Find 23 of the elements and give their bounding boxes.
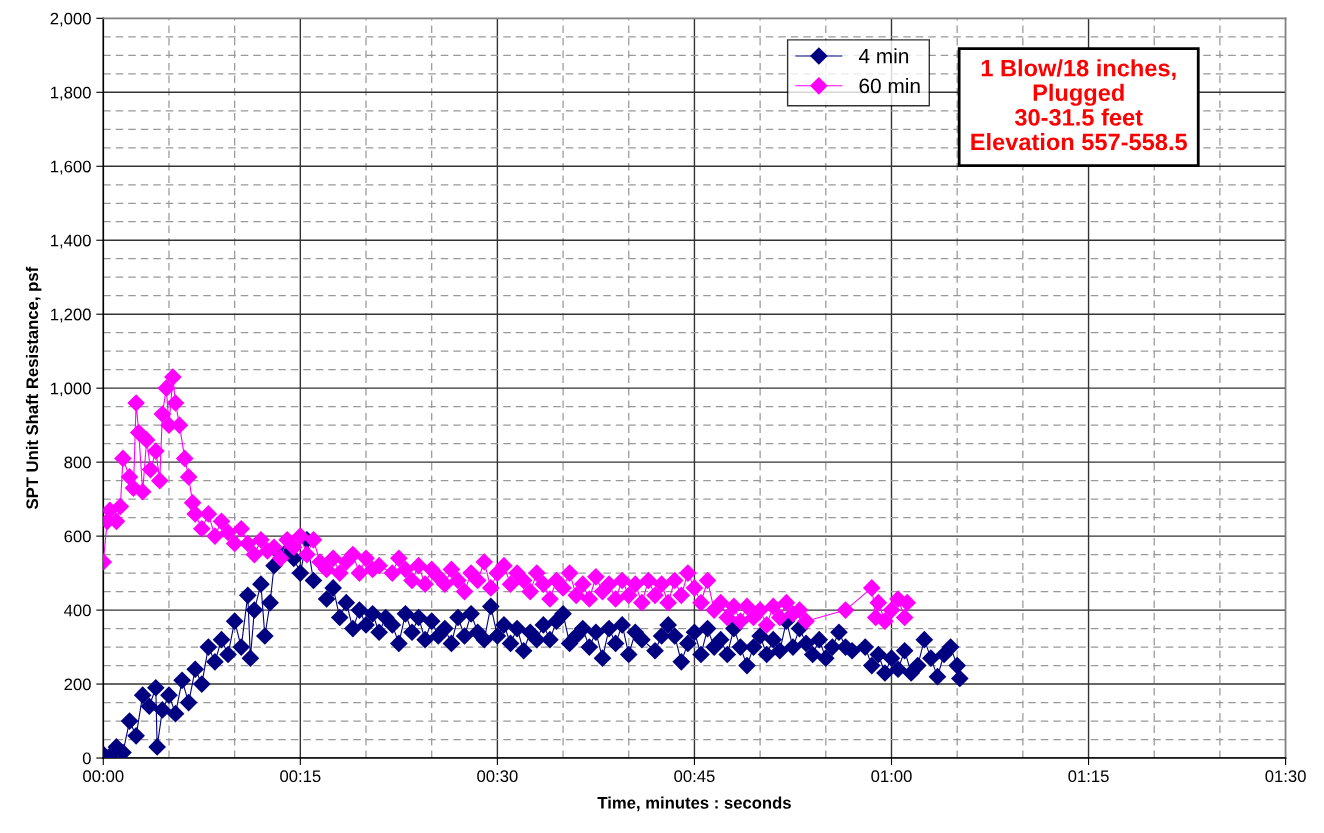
y-tick-label: 1,000 <box>51 382 91 397</box>
y-tick-label: 2,000 <box>50 12 91 27</box>
y-tick-label: 200 <box>64 678 91 691</box>
y-axis-title: SPT Unit Shaft Resistance, psf <box>25 266 42 510</box>
x-tick-label: 00:15 <box>280 770 321 783</box>
y-tick-label: 0 <box>82 752 91 765</box>
x-tick-label: 01:30 <box>1265 770 1306 783</box>
y-tick-label: 1,400 <box>51 234 91 249</box>
x-tick-label: 00:30 <box>477 770 518 783</box>
y-tick-label: 1,800 <box>51 86 91 101</box>
annotation: 1 Blow/18 inches, Plugged 30-31.5 feet Elevation 557-558.5 <box>971 59 1187 151</box>
x-axis-title: Time, minutes : seconds <box>597 796 791 812</box>
y-tick-label: 1,200 <box>51 308 91 323</box>
y-tick-label: 1,600 <box>51 160 91 175</box>
y-tick-label: 400 <box>64 604 91 617</box>
x-tick-label: 01:15 <box>1068 770 1109 783</box>
legend-label: 60 min <box>859 78 920 94</box>
x-tick-label: 00:00 <box>83 770 124 783</box>
x-tick-label: 01:00 <box>871 770 912 783</box>
y-tick-label: 800 <box>64 456 91 469</box>
legend-label: 4 min <box>858 48 909 64</box>
y-tick-label: 600 <box>64 530 91 543</box>
x-tick-label: 00:45 <box>674 770 715 783</box>
